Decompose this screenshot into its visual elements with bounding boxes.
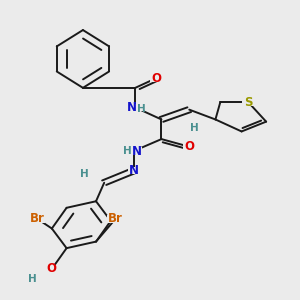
FancyBboxPatch shape bbox=[242, 98, 255, 106]
Text: H: H bbox=[80, 169, 89, 179]
Text: H: H bbox=[28, 274, 37, 284]
Text: N: N bbox=[132, 145, 142, 158]
FancyBboxPatch shape bbox=[128, 167, 140, 174]
Text: O: O bbox=[47, 262, 57, 275]
FancyBboxPatch shape bbox=[28, 276, 37, 281]
Text: H: H bbox=[137, 104, 146, 114]
Text: N: N bbox=[127, 101, 137, 114]
Text: N: N bbox=[129, 164, 139, 177]
FancyBboxPatch shape bbox=[183, 143, 196, 151]
FancyBboxPatch shape bbox=[107, 215, 124, 223]
Text: H: H bbox=[190, 123, 199, 133]
Text: Br: Br bbox=[30, 212, 45, 225]
Text: S: S bbox=[244, 95, 252, 109]
Text: O: O bbox=[152, 71, 161, 85]
Text: H: H bbox=[123, 146, 131, 156]
FancyBboxPatch shape bbox=[127, 103, 144, 111]
FancyBboxPatch shape bbox=[189, 125, 199, 131]
FancyBboxPatch shape bbox=[80, 171, 89, 177]
Text: O: O bbox=[184, 140, 194, 153]
FancyBboxPatch shape bbox=[125, 147, 142, 155]
FancyBboxPatch shape bbox=[29, 215, 45, 223]
FancyBboxPatch shape bbox=[150, 74, 163, 82]
Text: Br: Br bbox=[108, 212, 123, 225]
FancyBboxPatch shape bbox=[46, 266, 58, 272]
